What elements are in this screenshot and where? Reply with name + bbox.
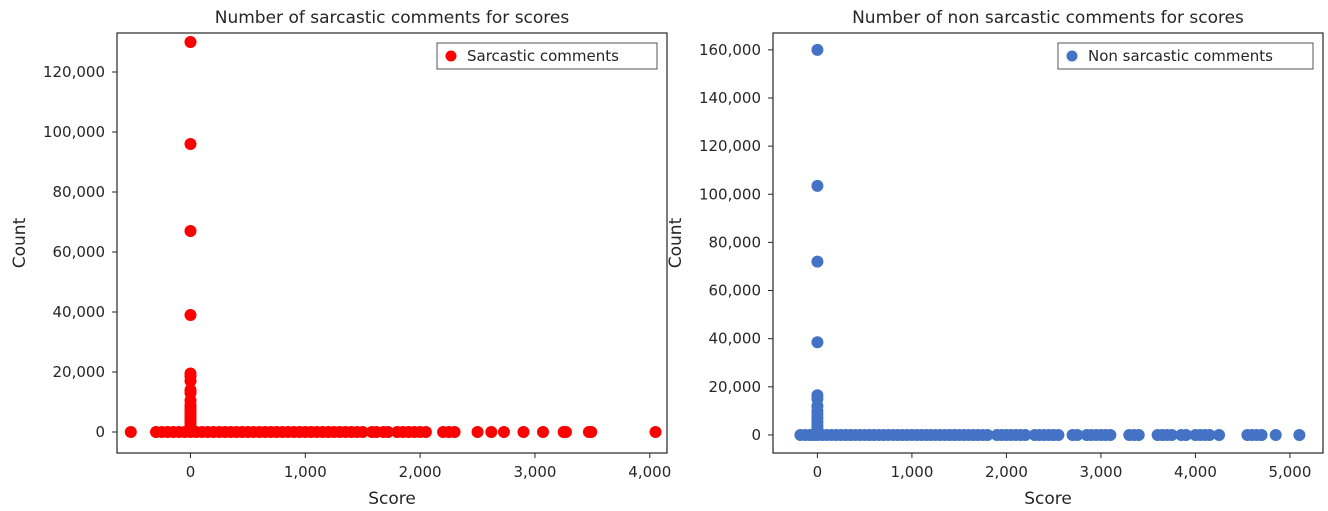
- chart-title: Number of non sarcastic comments for sco…: [852, 8, 1244, 28]
- y-tick-label: 60,000: [53, 243, 106, 261]
- legend-marker: [1066, 50, 1078, 62]
- y-tick-label: 40,000: [709, 330, 762, 348]
- data-point: [1213, 428, 1226, 441]
- y-tick-label: 100,000: [43, 123, 105, 141]
- x-tick-label: 1,000: [890, 463, 933, 481]
- data-point: [1269, 428, 1282, 441]
- data-point: [811, 336, 824, 349]
- y-axis-label: Count: [10, 217, 30, 268]
- data-point: [585, 426, 598, 438]
- y-tick-label: 120,000: [43, 63, 105, 81]
- y-tick-label: 20,000: [53, 363, 106, 381]
- y-tick-label: 100,000: [699, 185, 761, 203]
- y-tick-label: 80,000: [709, 233, 762, 251]
- legend-label: Sarcastic comments: [467, 47, 619, 65]
- x-axis-label: Score: [368, 489, 416, 509]
- chart-panel-1: Number of sarcastic comments for scores 0…: [10, 8, 671, 509]
- data-point: [184, 138, 197, 150]
- data-point: [184, 375, 197, 387]
- data-point: [485, 426, 498, 438]
- x-tick-label: 5,000: [1268, 463, 1311, 481]
- legend-box: [1057, 42, 1314, 70]
- chart-panel-2: Number of non sarcastic comments for sco…: [666, 8, 1324, 509]
- y-tick-label: 120,000: [699, 137, 761, 155]
- legend-label: Non sarcastic comments: [1088, 47, 1273, 65]
- data-point: [1019, 428, 1032, 441]
- data-point: [559, 426, 572, 438]
- y-tick-label: 160,000: [699, 41, 761, 59]
- y-tick-label: 80,000: [53, 183, 106, 201]
- data-point: [124, 426, 137, 438]
- x-tick-label: 3,000: [1079, 463, 1122, 481]
- data-point: [981, 428, 994, 441]
- y-tick-label: 20,000: [709, 378, 762, 396]
- data-point: [536, 426, 549, 438]
- data-point: [1071, 428, 1084, 441]
- data-point: [356, 426, 369, 438]
- data-point: [811, 43, 824, 56]
- x-tick-label: 4,000: [628, 463, 671, 481]
- plot-frame: [772, 32, 1324, 454]
- x-tick-label: 3,000: [513, 463, 556, 481]
- data-point: [1179, 428, 1192, 441]
- chart-title: Number of sarcastic comments for scores: [215, 8, 570, 28]
- data-point: [517, 426, 530, 438]
- data-point: [381, 426, 394, 438]
- x-axis-label: Score: [1024, 489, 1072, 509]
- y-tick-label: 0: [751, 426, 761, 444]
- legend-box: [436, 42, 658, 70]
- x-tick-label: 2,000: [985, 463, 1028, 481]
- x-tick-label: 4,000: [1174, 463, 1217, 481]
- data-point: [448, 426, 461, 438]
- y-tick-label: 60,000: [709, 282, 762, 300]
- x-tick-label: 2,000: [399, 463, 442, 481]
- y-tick-label: 40,000: [53, 303, 106, 321]
- y-tick-label: 140,000: [699, 89, 761, 107]
- data-point: [184, 225, 197, 237]
- data-point: [811, 255, 824, 268]
- data-point: [471, 426, 484, 438]
- data-point: [811, 179, 824, 192]
- data-point: [1203, 428, 1216, 441]
- y-axis-label: Count: [666, 217, 686, 268]
- data-point: [1052, 428, 1065, 441]
- data-point: [649, 426, 662, 438]
- x-tick-label: 0: [813, 463, 823, 481]
- data-point: [1104, 428, 1117, 441]
- x-tick-label: 1,000: [284, 463, 327, 481]
- data-point: [419, 426, 432, 438]
- x-tick-label: 0: [186, 463, 196, 481]
- data-point: [1293, 428, 1306, 441]
- y-tick-label: 0: [95, 423, 105, 441]
- data-point: [1165, 428, 1178, 441]
- data-point: [1132, 428, 1145, 441]
- data-point: [1255, 428, 1268, 441]
- plot-frame: [116, 32, 668, 454]
- data-point: [184, 36, 197, 48]
- data-point: [184, 309, 197, 321]
- data-point: [497, 426, 510, 438]
- legend-marker: [445, 50, 457, 62]
